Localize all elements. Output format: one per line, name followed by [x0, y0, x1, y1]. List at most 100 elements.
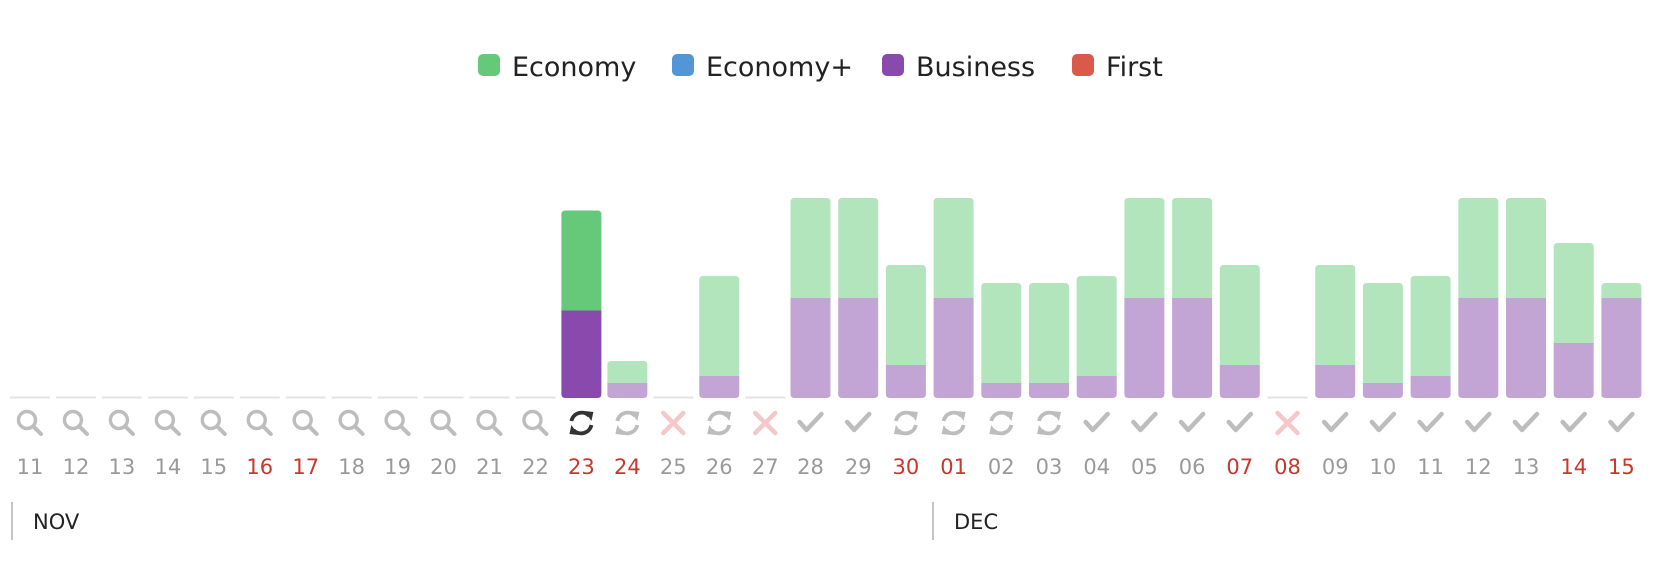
day-label[interactable]: 05 [1131, 455, 1158, 479]
bar-segment-economy[interactable] [1029, 283, 1069, 383]
legend-item-business[interactable]: Business [882, 52, 1035, 83]
day-label[interactable]: 04 [1083, 455, 1110, 479]
day-column[interactable] [1315, 265, 1356, 398]
search-icon[interactable] [108, 409, 135, 436]
bar-segment-economy[interactable] [1219, 265, 1260, 365]
day-label[interactable]: 12 [63, 455, 90, 479]
day-column[interactable] [790, 198, 831, 398]
day-label[interactable]: 13 [1513, 455, 1540, 479]
day-label[interactable]: 11 [17, 455, 44, 479]
close-icon[interactable] [752, 410, 778, 436]
day-label[interactable]: 19 [384, 455, 411, 479]
check-icon[interactable] [797, 411, 824, 433]
day-label[interactable]: 17 [292, 455, 319, 479]
day-column[interactable] [981, 283, 1022, 398]
day-label[interactable]: 24 [614, 455, 641, 479]
day-column[interactable] [838, 198, 879, 398]
bar-segment-business[interactable] [1315, 365, 1356, 398]
day-label[interactable]: 15 [1608, 455, 1635, 479]
search-icon[interactable] [384, 409, 411, 436]
day-label[interactable]: 25 [660, 455, 687, 479]
check-icon[interactable] [1083, 411, 1110, 433]
search-icon[interactable] [292, 409, 319, 436]
bar-segment-business[interactable] [885, 365, 926, 398]
close-icon[interactable] [1275, 410, 1300, 436]
refresh-icon[interactable] [1037, 410, 1061, 436]
day-label[interactable]: 18 [338, 455, 365, 479]
day-column[interactable] [607, 361, 648, 398]
bar-segment-economy[interactable] [699, 276, 740, 376]
bar-segment-economy[interactable] [607, 361, 648, 383]
check-icon[interactable] [844, 411, 872, 433]
day-label[interactable]: 27 [752, 455, 779, 479]
day-column[interactable] [1458, 198, 1499, 398]
day-label[interactable]: 20 [430, 455, 457, 479]
day-label[interactable]: 06 [1179, 455, 1206, 479]
bar-segment-business[interactable] [699, 376, 740, 398]
refresh-icon[interactable] [989, 410, 1014, 436]
bar-segment-economy[interactable] [933, 198, 974, 298]
legend-item-economy-plus[interactable]: Economy+ [672, 52, 853, 83]
check-icon[interactable] [1131, 411, 1158, 433]
day-column[interactable] [933, 198, 974, 398]
search-icon[interactable] [522, 409, 549, 436]
bar-segment-business[interactable] [1601, 298, 1642, 398]
bar-segment-economy[interactable] [1458, 198, 1499, 298]
day-column[interactable] [1172, 198, 1213, 398]
day-label[interactable]: 28 [797, 455, 824, 479]
day-column[interactable] [1410, 276, 1451, 398]
search-icon[interactable] [476, 409, 503, 436]
search-icon[interactable] [154, 409, 181, 436]
close-icon[interactable] [661, 410, 686, 436]
bar-segment-economy[interactable] [1172, 198, 1213, 298]
bar-segment-business[interactable] [1076, 376, 1117, 398]
day-label[interactable]: 12 [1465, 455, 1492, 479]
day-label[interactable]: 21 [476, 455, 503, 479]
day-column[interactable] [885, 265, 926, 398]
day-column[interactable] [1601, 283, 1642, 398]
check-icon[interactable] [1560, 411, 1587, 433]
day-label[interactable]: 01 [940, 455, 967, 479]
day-column[interactable] [1124, 198, 1165, 398]
bar-segment-economy[interactable] [1601, 283, 1642, 298]
bar-segment-business[interactable] [1410, 376, 1451, 398]
legend-item-first[interactable]: First [1072, 52, 1163, 83]
bar-segment-economy[interactable] [561, 210, 602, 311]
day-label[interactable]: 14 [154, 455, 181, 479]
check-icon[interactable] [1226, 411, 1254, 433]
refresh-icon[interactable] [615, 410, 640, 436]
bar-segment-economy[interactable] [1076, 276, 1117, 376]
day-label[interactable]: 15 [200, 455, 227, 479]
bar-segment-business[interactable] [790, 298, 831, 398]
refresh-icon[interactable] [707, 410, 732, 436]
bar-segment-business[interactable] [1029, 383, 1069, 398]
bar-segment-economy[interactable] [1553, 243, 1594, 343]
check-icon[interactable] [1465, 411, 1492, 433]
check-icon[interactable] [1369, 411, 1397, 433]
day-label[interactable]: 16 [246, 455, 273, 479]
bar-segment-business[interactable] [1506, 298, 1546, 398]
bar-segment-business[interactable] [1172, 298, 1213, 398]
day-label[interactable]: 14 [1560, 455, 1587, 479]
bar-segment-business[interactable] [1553, 343, 1594, 398]
check-icon[interactable] [1608, 411, 1635, 433]
day-label[interactable]: 03 [1036, 455, 1063, 479]
day-column[interactable] [1076, 276, 1117, 398]
day-label[interactable]: 08 [1274, 455, 1301, 479]
bar-segment-business[interactable] [607, 383, 648, 398]
check-icon[interactable] [1321, 411, 1349, 433]
bar-segment-economy[interactable] [1506, 198, 1546, 298]
bar-segment-economy[interactable] [885, 265, 926, 365]
refresh-icon[interactable] [941, 410, 966, 436]
day-label[interactable]: 23 [568, 455, 595, 479]
day-label[interactable]: 09 [1322, 455, 1349, 479]
bar-segment-economy[interactable] [981, 283, 1022, 383]
day-label[interactable]: 02 [988, 455, 1015, 479]
search-icon[interactable] [200, 409, 227, 436]
day-label[interactable]: 22 [522, 455, 549, 479]
day-column[interactable] [561, 210, 602, 399]
bar-segment-economy[interactable] [838, 198, 879, 298]
search-icon[interactable] [338, 409, 365, 436]
day-label[interactable]: 26 [706, 455, 733, 479]
day-column[interactable] [1553, 243, 1594, 398]
